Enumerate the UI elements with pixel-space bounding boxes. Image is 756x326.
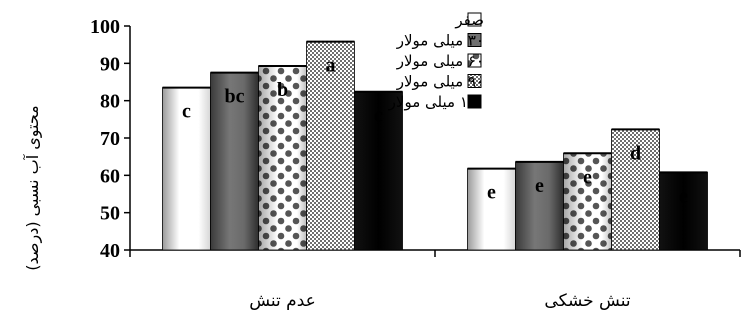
bar-data-label: e [535, 175, 544, 197]
y-axis: 40 50 60 70 80 90 100 [90, 16, 131, 262]
legend-label: ۳۰ میلی مولار [396, 32, 484, 50]
bars [162, 40, 708, 251]
y-tick-label: 90 [100, 53, 120, 75]
y-axis-label: محتوی آب نسبی (درصد) [23, 105, 43, 271]
legend-swatch [467, 53, 482, 68]
bar-labels: c bc b a c e e e d e [182, 55, 688, 208]
y-tick-label: 100 [90, 16, 120, 38]
y-tick-label: 50 [100, 203, 120, 225]
legend: صفر ۳۰ میلی مولار ۶۰ میلی مولار ۹۰ میلی مول… [388, 11, 484, 111]
bar-data-label: c [182, 101, 191, 123]
bar-data-label: b [277, 79, 288, 101]
legend-label: ۶۰ میلی مولار [396, 52, 484, 70]
bar-data-label: e [487, 182, 496, 204]
x-axis: عدم تنش تنش خشکی [129, 249, 741, 311]
y-tick-label: 70 [100, 128, 120, 150]
bar [467, 168, 516, 251]
bar [162, 87, 211, 251]
bar-data-label: e [583, 166, 592, 188]
bar [611, 129, 660, 251]
legend-swatch [467, 12, 482, 27]
bar [306, 41, 355, 251]
legend-swatch [467, 74, 482, 88]
bar [210, 72, 259, 251]
bar-data-label: d [630, 142, 641, 164]
legend-label: ۹۰ میلی مولار [396, 73, 484, 91]
bar [354, 91, 403, 251]
y-tick-label: 80 [100, 91, 120, 113]
bar [659, 171, 708, 251]
bar-data-label: bc [225, 86, 245, 108]
bar-data-label: e [679, 185, 688, 207]
legend-swatch [467, 94, 482, 109]
y-tick-label: 40 [100, 240, 120, 262]
bar-data-label: a [326, 55, 336, 77]
bar-shading [258, 65, 307, 251]
bar-data-label: c [374, 105, 383, 127]
legend-label: صفر [454, 11, 484, 29]
x-tick-label: تنش خشکی [544, 291, 630, 311]
bar-shading [563, 153, 612, 250]
legend-swatch [467, 33, 482, 47]
legend-label: ۱۲۰ میلی مولار [388, 93, 484, 111]
y-tick-label: 60 [100, 165, 120, 187]
x-tick-label: عدم تنش [249, 291, 316, 311]
